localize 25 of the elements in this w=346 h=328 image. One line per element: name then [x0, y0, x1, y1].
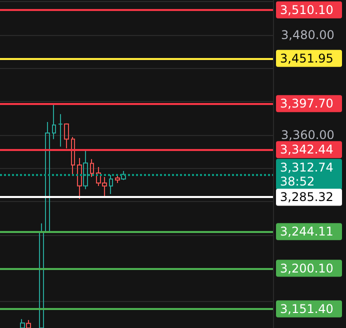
candlestick	[39, 222, 44, 328]
ref-line-label: 3,397.70	[280, 96, 334, 111]
candlestick	[77, 158, 82, 200]
candlestick	[20, 318, 25, 328]
y-tick-label: 3,480.00	[281, 28, 334, 42]
candlestick	[115, 174, 120, 184]
ref-line-label: 3,451.95	[280, 51, 334, 66]
candlestick	[26, 320, 31, 328]
ref-line-label: 3,342.44	[280, 142, 334, 157]
y-tick-label: 3,360.00	[281, 128, 334, 142]
candlestick	[71, 136, 75, 176]
ref-line-label: 3,510.10	[280, 2, 334, 17]
candlestick	[64, 122, 69, 149]
ref-line-label: 3,312.74 38:52	[280, 160, 334, 188]
candlestick	[52, 104, 56, 140]
ref-line-label: 3,285.32	[280, 190, 334, 204]
ref-line-label: 3,244.11	[280, 224, 334, 239]
candlestick	[121, 170, 126, 180]
candlestick	[58, 114, 63, 148]
candlestick	[109, 174, 113, 194]
candlestick	[83, 150, 88, 190]
candlestick	[45, 122, 50, 232]
ref-line-label: 3,200.10	[280, 261, 334, 276]
candlestick	[90, 158, 94, 178]
ref-line-label: 3,151.40	[280, 302, 334, 316]
